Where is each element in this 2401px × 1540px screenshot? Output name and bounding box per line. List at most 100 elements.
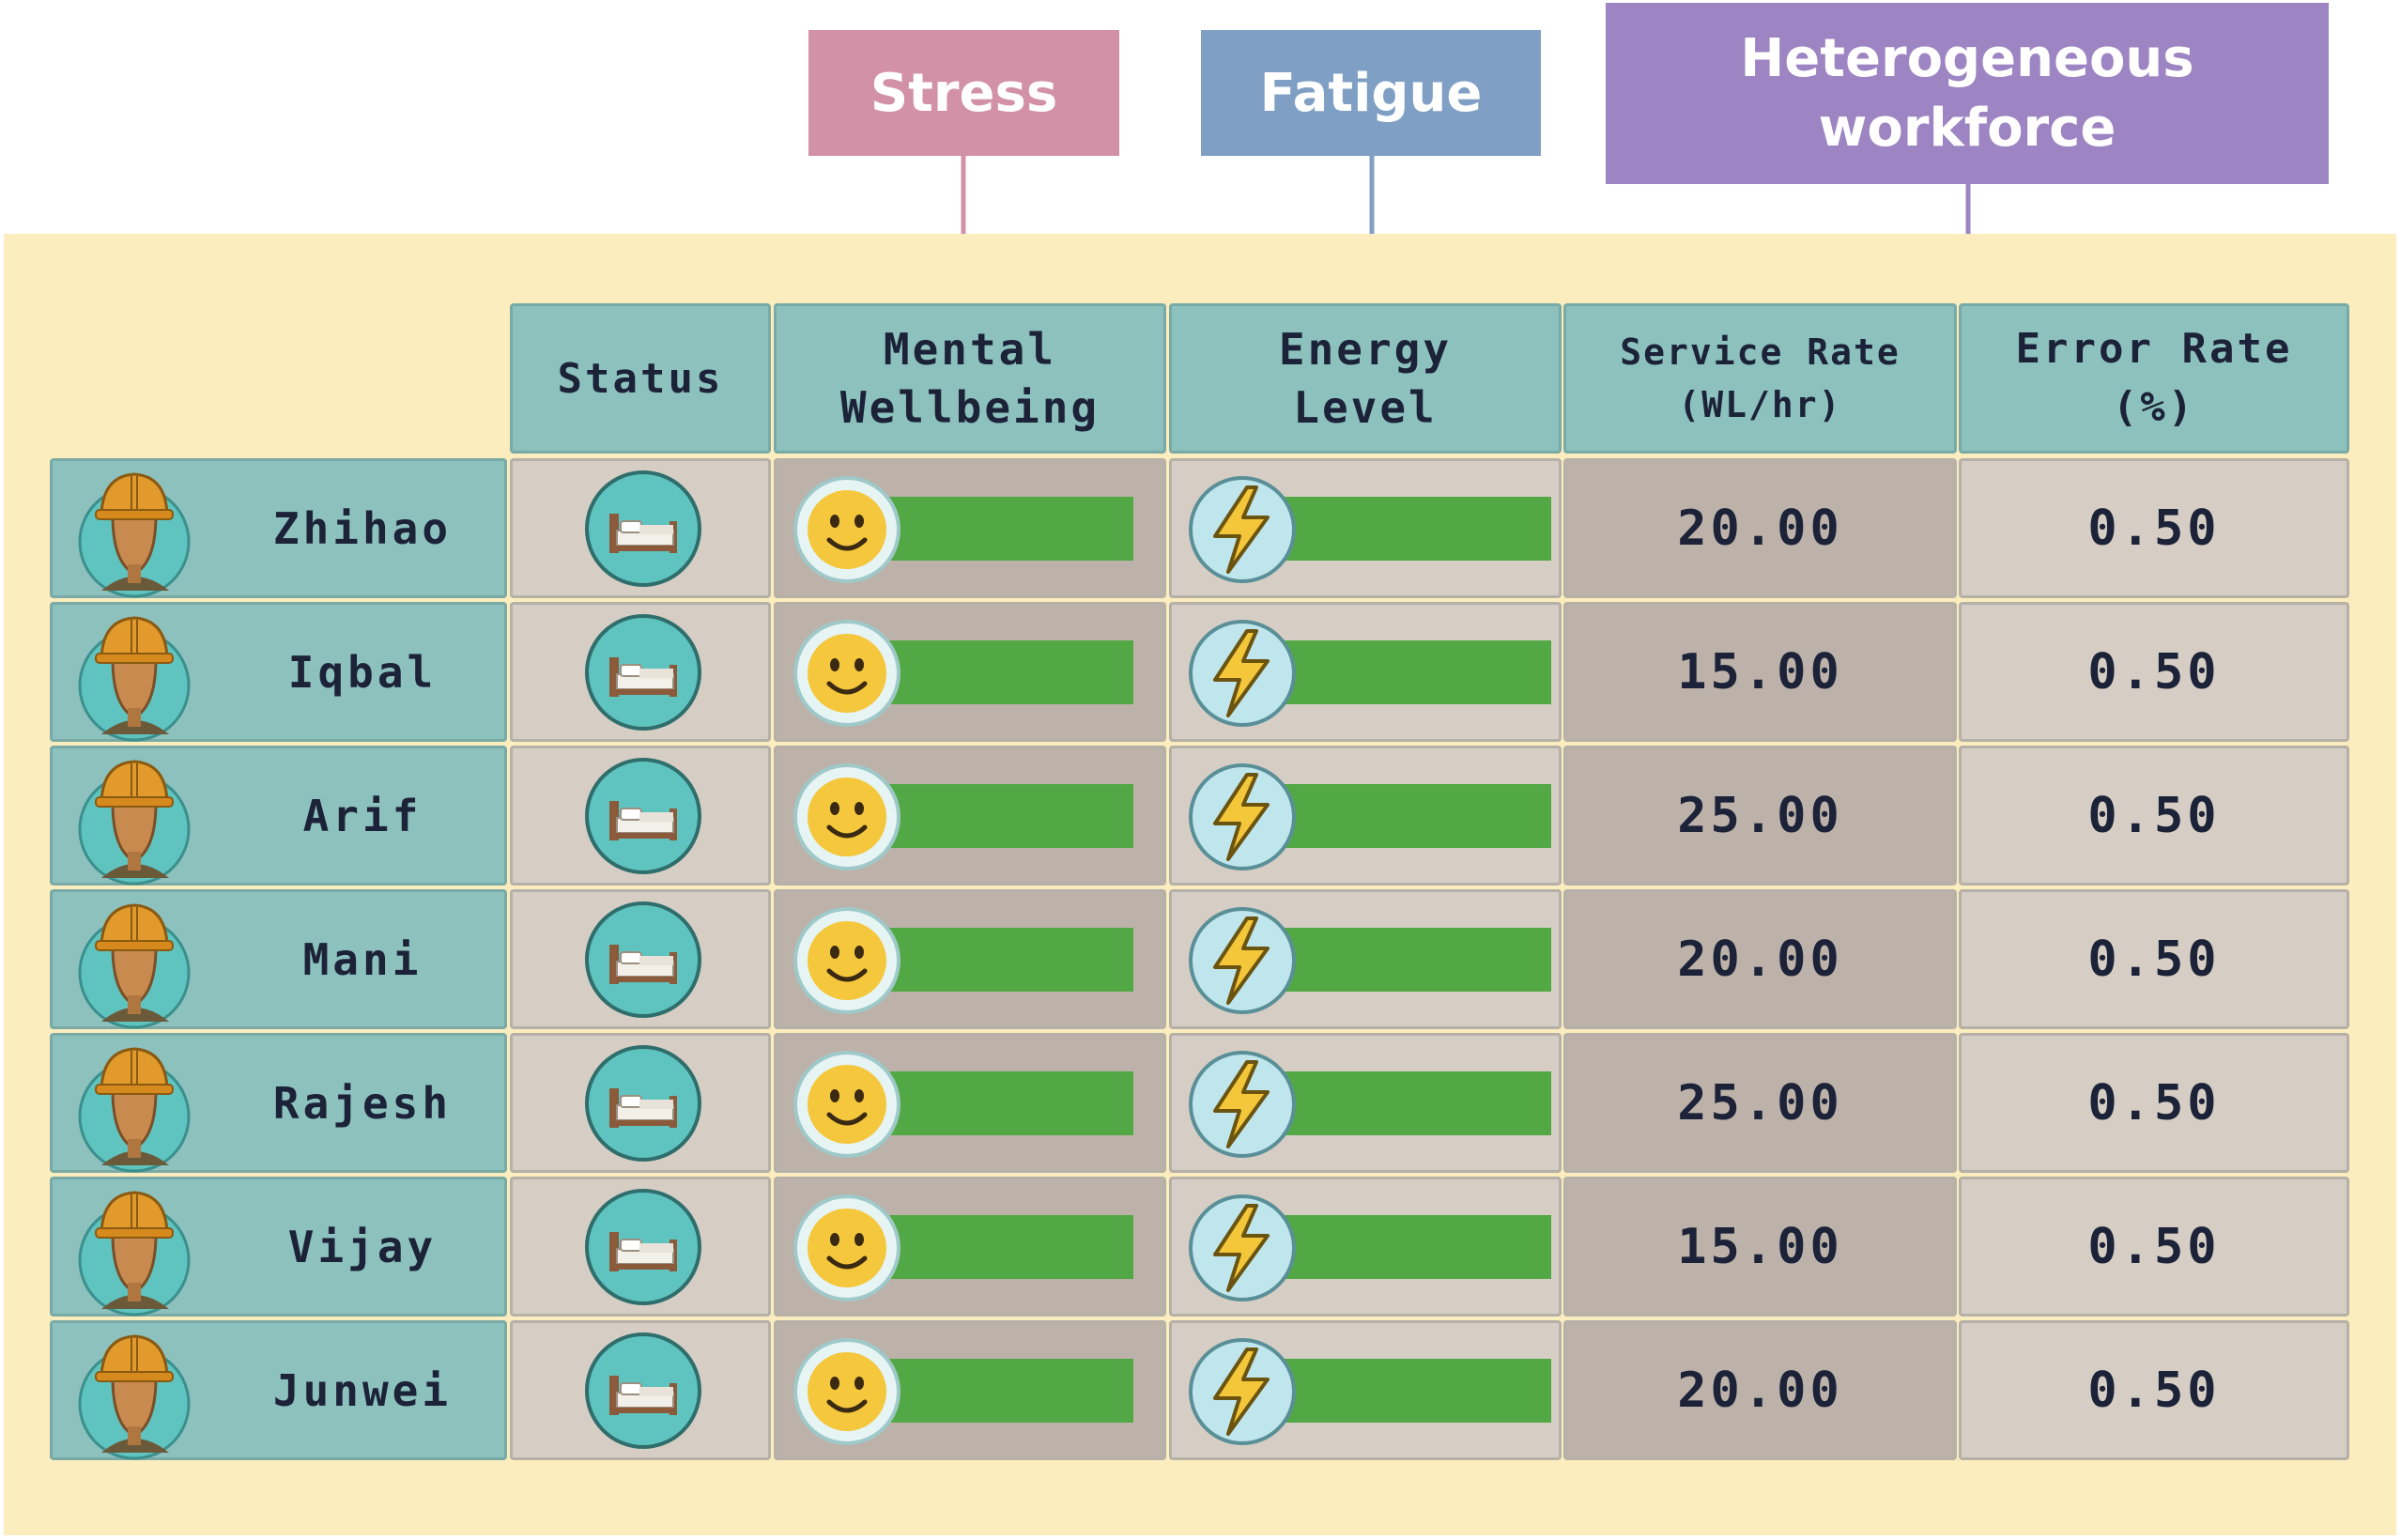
error-rate-value: 0.50 <box>2087 1218 2221 1275</box>
worker-avatar-icon <box>78 760 191 886</box>
error-rate-value: 0.50 <box>2087 1362 2221 1419</box>
mental-wellbeing-cell <box>774 602 1166 742</box>
mental-wellbeing-column-header: Mental Wellbeing <box>774 303 1166 454</box>
lightning-bolt-icon <box>1189 1338 1296 1445</box>
status-cell <box>510 602 771 742</box>
worker-name: Arif <box>302 790 423 841</box>
worker-avatar-icon <box>78 903 191 1029</box>
mental-wellbeing-bar-fill <box>885 928 1133 992</box>
error-rate-cell: 0.50 <box>1959 458 2349 598</box>
energy-level-bar-fill <box>1279 1215 1551 1279</box>
bed-icon <box>585 1332 701 1449</box>
status-header-label: Status <box>557 354 724 403</box>
error-rate-column-header: Error Rate (%) <box>1959 303 2349 454</box>
mental-wellbeing-bar <box>885 1071 1133 1135</box>
mental-wellbeing-bar-fill <box>885 640 1133 704</box>
mental-wellbeing-bar <box>885 928 1133 992</box>
energy-level-bar-fill <box>1279 1359 1551 1423</box>
smiley-face-icon <box>793 907 900 1014</box>
smiley-face-icon <box>793 476 900 583</box>
mental-header-line1: Mental <box>883 324 1057 375</box>
energy-level-bar <box>1279 1071 1551 1135</box>
worker-name: Rajesh <box>272 1077 453 1129</box>
worker-avatar-icon <box>78 1191 191 1317</box>
energy-level-cell <box>1169 889 1562 1029</box>
energy-level-bar-fill <box>1279 497 1551 561</box>
error-rate-cell: 0.50 <box>1959 602 2349 742</box>
mental-wellbeing-cell <box>774 1033 1166 1173</box>
heterogeneous-workforce-callout: Heterogeneous workforce <box>1606 3 2329 184</box>
lightning-bolt-icon <box>1189 763 1296 870</box>
fatigue-callout-label: Fatigue <box>1259 62 1483 124</box>
status-cell <box>510 889 771 1029</box>
error-rate-cell: 0.50 <box>1959 1033 2349 1173</box>
mental-wellbeing-bar <box>885 497 1133 561</box>
error-rate-value: 0.50 <box>2087 787 2221 844</box>
service-header-line1: Service Rate <box>1620 331 1901 373</box>
energy-level-cell <box>1169 1177 1562 1317</box>
energy-header-line1: Energy <box>1278 324 1453 375</box>
mental-wellbeing-bar <box>885 1215 1133 1279</box>
service-rate-cell: 20.00 <box>1563 889 1957 1029</box>
status-cell <box>510 1320 771 1460</box>
status-cell <box>510 458 771 598</box>
service-rate-value: 20.00 <box>1677 931 1843 988</box>
mental-wellbeing-bar-fill <box>885 784 1133 848</box>
mental-wellbeing-bar <box>885 1359 1133 1423</box>
error-header-line1: Error Rate <box>2015 325 2293 373</box>
smiley-face-icon <box>793 1051 900 1158</box>
energy-level-bar-fill <box>1279 1071 1551 1135</box>
bed-icon <box>585 1045 701 1162</box>
bed-icon <box>585 614 701 731</box>
worker-name-cell: Iqbal <box>50 602 507 742</box>
mental-wellbeing-bar <box>885 784 1133 848</box>
worker-name: Iqbal <box>287 646 438 698</box>
energy-level-column-header: Energy Level <box>1169 303 1562 454</box>
service-rate-value: 15.00 <box>1677 643 1843 701</box>
service-rate-cell: 20.00 <box>1563 458 1957 598</box>
energy-level-bar <box>1279 784 1551 848</box>
smiley-face-icon <box>793 1338 900 1445</box>
worker-avatar-icon <box>78 472 191 598</box>
worker-avatar-icon <box>78 1334 191 1460</box>
mental-wellbeing-cell <box>774 1320 1166 1460</box>
mental-wellbeing-cell <box>774 889 1166 1029</box>
mental-header-line2: Wellbeing <box>839 382 1100 433</box>
worker-avatar-icon <box>78 1047 191 1173</box>
service-rate-cell: 25.00 <box>1563 1033 1957 1173</box>
error-rate-cell: 0.50 <box>1959 746 2349 886</box>
bed-icon <box>585 470 701 587</box>
service-rate-cell: 20.00 <box>1563 1320 1957 1460</box>
service-rate-value: 25.00 <box>1677 1074 1843 1132</box>
lightning-bolt-icon <box>1189 476 1296 583</box>
mental-wellbeing-cell <box>774 746 1166 886</box>
worker-name: Zhihao <box>272 502 453 554</box>
mental-wellbeing-bar-fill <box>885 497 1133 561</box>
worker-name: Mani <box>302 933 423 985</box>
energy-level-cell <box>1169 1033 1562 1173</box>
service-header-line2: (WL/hr) <box>1678 384 1842 425</box>
error-rate-value: 0.50 <box>2087 643 2221 701</box>
worker-avatar-icon <box>78 616 191 742</box>
stress-callout-label: Stress <box>870 62 1058 124</box>
heterogeneous-callout-line2: workforce <box>1818 97 2116 159</box>
lightning-bolt-icon <box>1189 620 1296 727</box>
energy-level-bar <box>1279 928 1551 992</box>
energy-level-bar-fill <box>1279 928 1551 992</box>
status-column-header: Status <box>510 303 771 454</box>
energy-level-bar-fill <box>1279 640 1551 704</box>
energy-level-bar-fill <box>1279 784 1551 848</box>
heterogeneous-callout-line1: Heterogeneous <box>1740 27 2194 89</box>
smiley-face-icon <box>793 1194 900 1301</box>
service-rate-value: 25.00 <box>1677 787 1843 844</box>
worker-name-cell: Zhihao <box>50 458 507 598</box>
error-rate-cell: 0.50 <box>1959 889 2349 1029</box>
service-rate-value: 15.00 <box>1677 1218 1843 1275</box>
error-header-line2: (%) <box>2112 383 2196 431</box>
service-rate-cell: 15.00 <box>1563 1177 1957 1317</box>
stress-callout: Stress <box>808 30 1119 156</box>
energy-level-cell <box>1169 1320 1562 1460</box>
service-rate-cell: 15.00 <box>1563 602 1957 742</box>
worker-name: Vijay <box>287 1221 438 1272</box>
lightning-bolt-icon <box>1189 1051 1296 1158</box>
